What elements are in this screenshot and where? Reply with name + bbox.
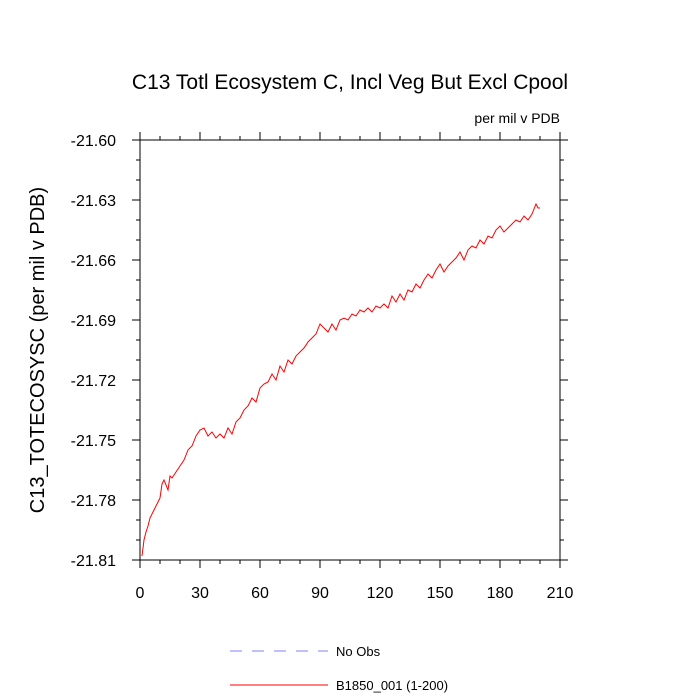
y-axis-label: C13_TOTECOSYSC (per mil v PDB) xyxy=(27,187,49,513)
plot-frame xyxy=(139,139,561,561)
legend-label: No Obs xyxy=(336,644,381,659)
axis-ticks xyxy=(132,132,568,568)
x-tick-label: 30 xyxy=(191,585,209,602)
series-line xyxy=(141,202,540,557)
series-lines xyxy=(141,202,540,557)
legend-label: B1850_001 (1-200) xyxy=(336,678,448,693)
y-tick-label: -21.69 xyxy=(71,313,116,330)
legend: No Obs B1850_001 (1-200) xyxy=(230,644,448,693)
y-tick-label: -21.66 xyxy=(71,253,116,270)
x-tick-labels: 0 30 60 90 120 150 180 210 xyxy=(136,585,574,602)
y-tick-label: -21.75 xyxy=(71,433,116,450)
x-tick-label: 210 xyxy=(547,585,574,602)
y-tick-label: -21.72 xyxy=(71,373,116,390)
chart-title: C13 Totl Ecosystem C, Incl Veg But Excl … xyxy=(132,71,568,94)
y-tick-labels: -21.60 -21.63 -21.66 -21.69 -21.72 -21.75 -21.… xyxy=(71,133,116,570)
y-tick-label: -21.63 xyxy=(71,193,116,210)
x-tick-label: 120 xyxy=(367,585,394,602)
units-label: per mil v PDB xyxy=(474,110,560,126)
y-tick-label: -21.60 xyxy=(71,133,116,150)
x-tick-label: 150 xyxy=(427,585,454,602)
y-tick-label: -21.81 xyxy=(71,553,116,570)
x-tick-label: 0 xyxy=(136,585,145,602)
x-tick-label: 90 xyxy=(311,585,329,602)
x-tick-label: 60 xyxy=(251,585,269,602)
x-tick-label: 180 xyxy=(487,585,514,602)
y-tick-label: -21.78 xyxy=(71,493,116,510)
